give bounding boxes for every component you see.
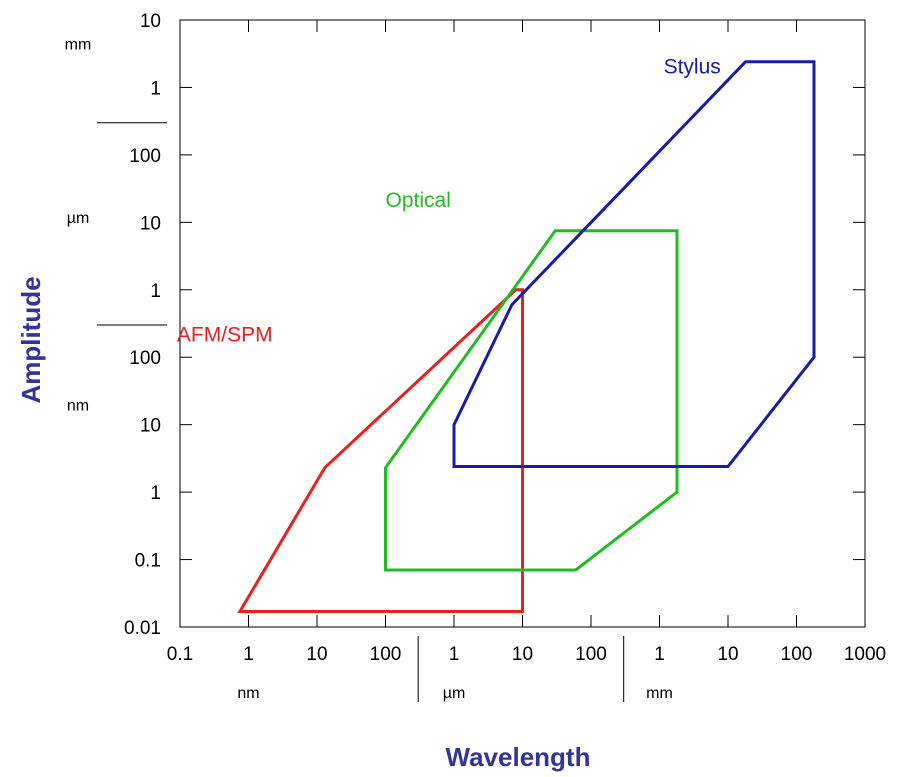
x-tick-label: 0.1	[167, 644, 193, 665]
x-unit-label: nm	[237, 685, 259, 702]
y-tick-label: 1	[150, 78, 161, 99]
x-tick-label: 100	[370, 644, 402, 665]
y-tick-label: 10	[140, 11, 161, 32]
y-tick-label: 1	[150, 483, 161, 504]
series-layer	[237, 60, 816, 613]
series-afm-spm-outline	[237, 288, 524, 613]
x-tick-label: 1	[449, 644, 460, 665]
x-tick-label: 1000	[844, 644, 886, 665]
series-optical-outline	[384, 229, 679, 572]
x-axis-title: Wavelength	[446, 742, 591, 772]
x-unit-label: µm	[443, 685, 466, 702]
y-tick-label: 1	[150, 281, 161, 302]
tick-marks	[97, 19, 866, 702]
x-tick-label: 100	[781, 644, 813, 665]
y-axis-title: Amplitude	[16, 276, 46, 403]
x-tick-label: 1	[243, 644, 254, 665]
y-unit-label: nm	[67, 397, 89, 414]
x-tick-label: 100	[575, 644, 607, 665]
y-tick-label: 10	[140, 213, 161, 234]
y-tick-label: 100	[129, 146, 161, 167]
y-tick-label: 100	[129, 348, 161, 369]
x-tick-label: 10	[306, 644, 327, 665]
x-tick-label: 1	[654, 644, 665, 665]
y-unit-label: µm	[67, 210, 90, 227]
series-optical-label: Optical	[386, 189, 451, 212]
x-tick-label: 10	[512, 644, 533, 665]
series-stylus-outline	[452, 60, 816, 468]
series-stylus-label: Stylus	[664, 56, 721, 79]
x-tick-label: 10	[717, 644, 738, 665]
series-afm-spm-label: AFM/SPM	[177, 324, 273, 347]
y-tick-label: 0.01	[124, 618, 161, 639]
y-tick-label: 0.1	[135, 551, 161, 572]
labels-layer: 0.1 1 10 100 1 10 100 1 10 100 1000 0.01 0.1 1 10 100 1 1…	[65, 11, 886, 702]
y-tick-label: 10	[140, 416, 161, 437]
x-unit-label: mm	[646, 685, 673, 702]
y-unit-label: mm	[65, 36, 92, 53]
